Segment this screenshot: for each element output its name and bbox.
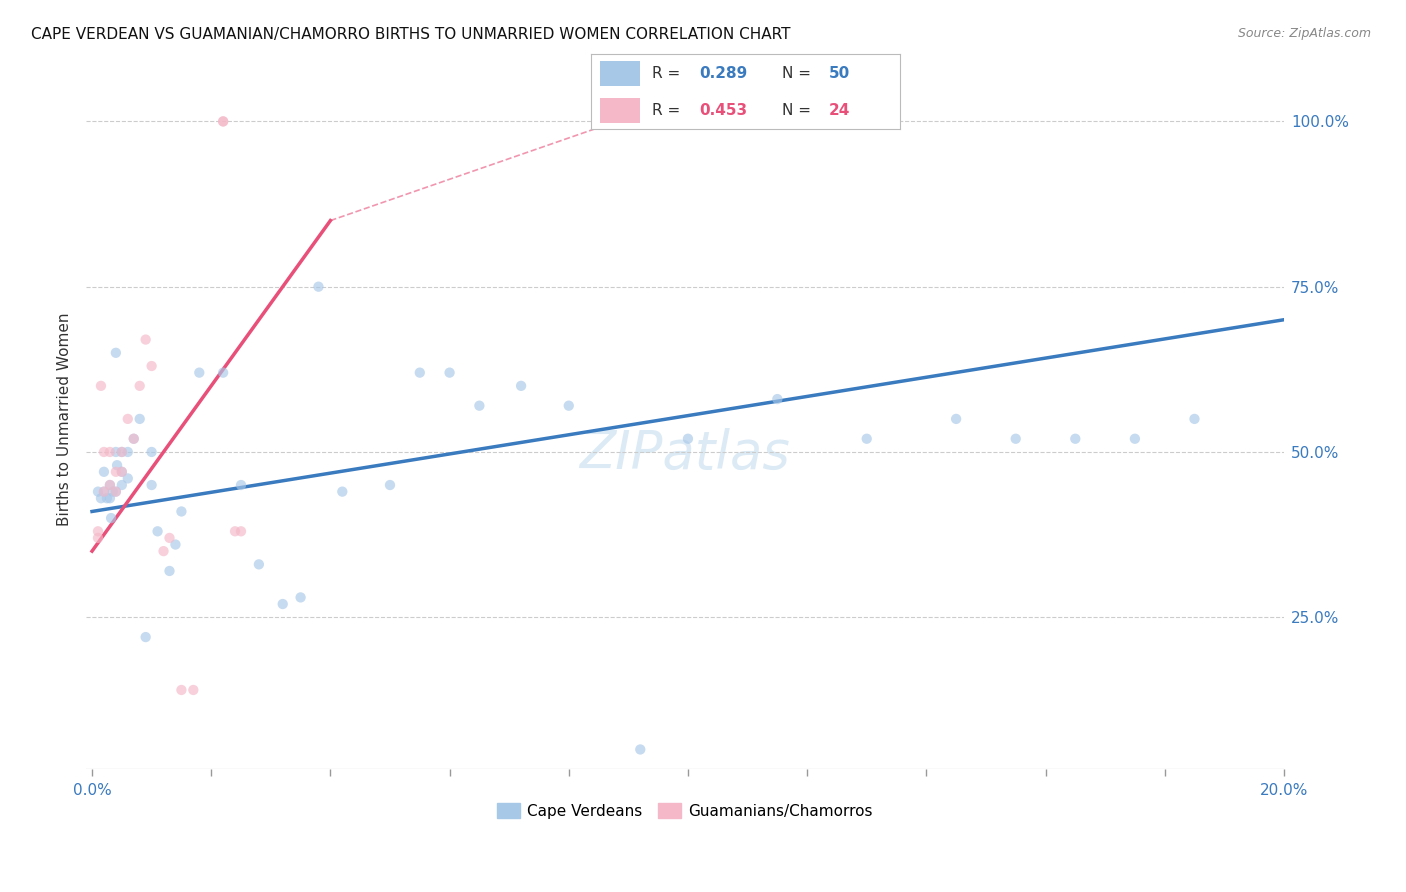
Point	[378, 478, 401, 492]
Point	[676, 432, 699, 446]
Text: 0.453: 0.453	[699, 103, 747, 118]
Point	[93, 465, 115, 479]
Point	[165, 537, 187, 551]
Point	[1123, 432, 1146, 446]
Point	[212, 114, 235, 128]
Point	[1064, 432, 1087, 446]
Text: R =: R =	[652, 103, 686, 118]
Point	[100, 511, 122, 525]
Point	[188, 366, 211, 380]
Text: 50: 50	[828, 67, 851, 81]
Point	[439, 366, 461, 380]
Point	[122, 432, 145, 446]
Point	[93, 484, 115, 499]
Point	[117, 445, 139, 459]
Point	[170, 504, 193, 518]
Point	[159, 531, 181, 545]
Point	[90, 379, 112, 393]
Text: ZIPatlas: ZIPatlas	[579, 428, 790, 480]
Point	[111, 445, 134, 459]
Point	[212, 366, 235, 380]
Point	[111, 478, 134, 492]
Point	[141, 445, 163, 459]
Point	[409, 366, 432, 380]
Text: 24: 24	[828, 103, 851, 118]
Point	[183, 683, 205, 698]
Point	[212, 114, 235, 128]
Point	[290, 591, 312, 605]
Point	[93, 484, 115, 499]
Point	[122, 432, 145, 446]
Point	[330, 484, 353, 499]
Point	[117, 412, 139, 426]
Point	[308, 279, 330, 293]
Point	[90, 491, 112, 506]
Point	[135, 630, 157, 644]
Point	[945, 412, 967, 426]
Point	[229, 524, 252, 539]
Point	[141, 478, 163, 492]
Point	[141, 359, 163, 373]
Point	[146, 524, 169, 539]
Point	[98, 445, 121, 459]
Point	[104, 346, 127, 360]
FancyBboxPatch shape	[600, 62, 640, 87]
Text: N =: N =	[782, 103, 815, 118]
Point	[628, 742, 651, 756]
Point	[224, 524, 246, 539]
Point	[128, 379, 150, 393]
Point	[104, 465, 127, 479]
Point	[87, 524, 110, 539]
Point	[271, 597, 294, 611]
Point	[98, 478, 121, 492]
Y-axis label: Births to Unmarried Women: Births to Unmarried Women	[58, 312, 72, 525]
Point	[98, 478, 121, 492]
Point	[1004, 432, 1026, 446]
Point	[87, 531, 110, 545]
Point	[104, 484, 127, 499]
Point	[111, 465, 134, 479]
Point	[105, 458, 128, 473]
FancyBboxPatch shape	[600, 98, 640, 123]
Point	[104, 445, 127, 459]
Point	[766, 392, 789, 406]
Text: N =: N =	[782, 67, 815, 81]
Point	[170, 683, 193, 698]
Point	[96, 491, 118, 506]
Point	[247, 558, 270, 572]
Point	[229, 478, 252, 492]
Point	[135, 333, 157, 347]
Point	[93, 445, 115, 459]
Point	[101, 484, 124, 499]
Point	[152, 544, 174, 558]
Point	[558, 399, 581, 413]
Point	[159, 564, 181, 578]
Point	[104, 484, 127, 499]
Point	[468, 399, 491, 413]
Point	[98, 491, 121, 506]
Point	[128, 412, 150, 426]
Text: R =: R =	[652, 67, 686, 81]
Text: 0.289: 0.289	[699, 67, 747, 81]
Point	[855, 432, 877, 446]
Legend: Cape Verdeans, Guamanians/Chamorros: Cape Verdeans, Guamanians/Chamorros	[491, 797, 879, 825]
Point	[1184, 412, 1206, 426]
Point	[111, 445, 134, 459]
Point	[87, 484, 110, 499]
Point	[510, 379, 533, 393]
Text: CAPE VERDEAN VS GUAMANIAN/CHAMORRO BIRTHS TO UNMARRIED WOMEN CORRELATION CHART: CAPE VERDEAN VS GUAMANIAN/CHAMORRO BIRTH…	[31, 27, 790, 42]
Point	[117, 471, 139, 485]
Point	[111, 465, 134, 479]
Text: Source: ZipAtlas.com: Source: ZipAtlas.com	[1237, 27, 1371, 40]
